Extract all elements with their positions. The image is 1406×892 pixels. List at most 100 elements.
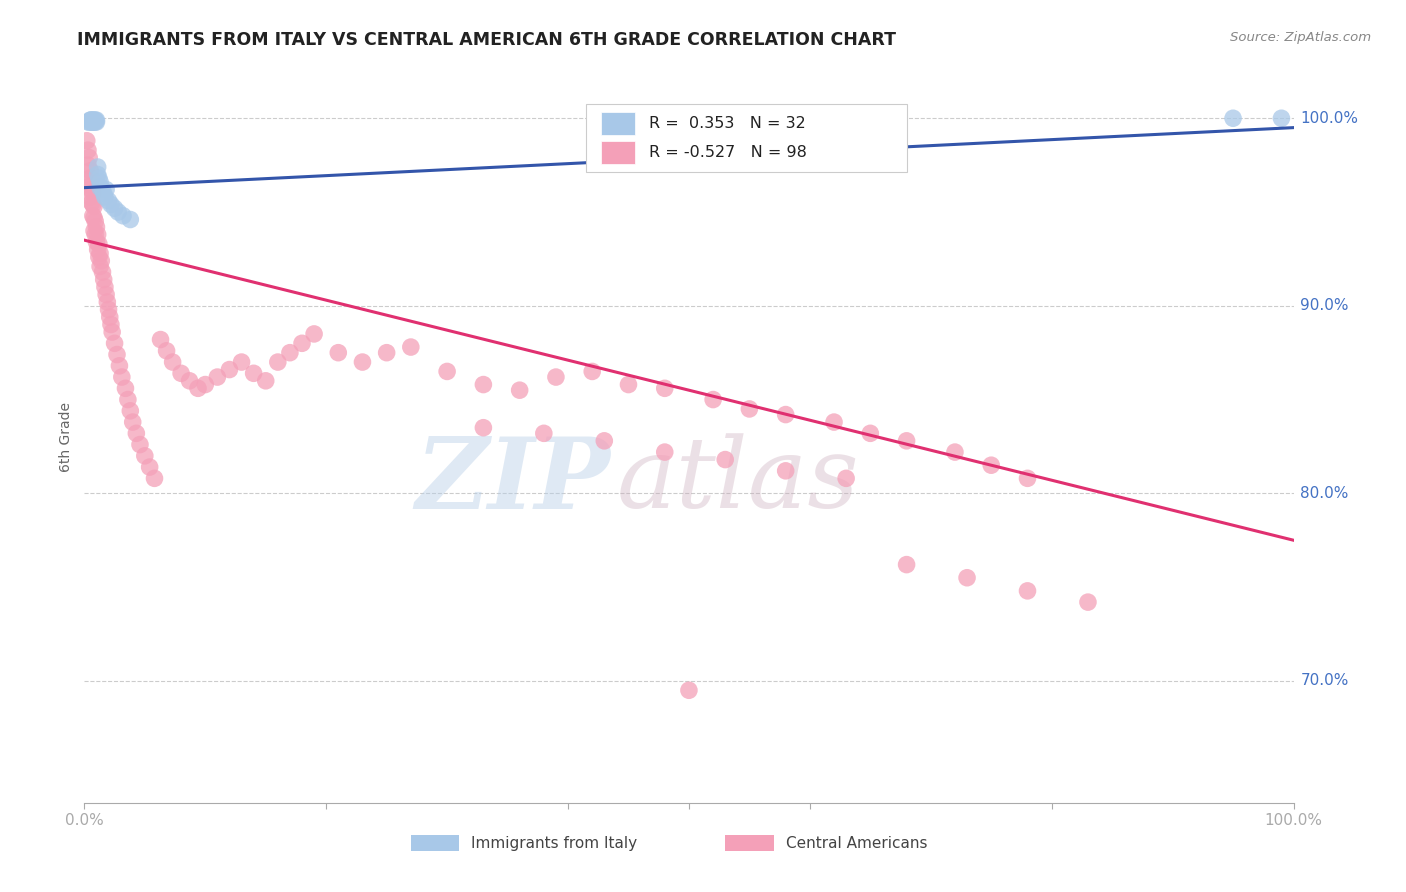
Bar xyxy=(600,112,634,135)
Point xyxy=(76,134,98,148)
Point xyxy=(111,370,134,384)
Point xyxy=(91,182,114,196)
Point xyxy=(83,199,105,213)
Point xyxy=(82,115,104,129)
Point xyxy=(83,224,105,238)
Point xyxy=(86,168,108,182)
Point xyxy=(98,310,121,324)
Bar xyxy=(725,835,773,851)
Point xyxy=(83,211,105,225)
Point xyxy=(714,452,737,467)
Text: 90.0%: 90.0% xyxy=(1301,298,1348,313)
Point xyxy=(89,175,111,189)
Point xyxy=(105,347,128,361)
Y-axis label: 6th Grade: 6th Grade xyxy=(59,402,73,472)
Point xyxy=(143,471,166,485)
Point xyxy=(80,113,103,128)
Point xyxy=(138,460,160,475)
Text: 100.0%: 100.0% xyxy=(1301,111,1358,126)
Point xyxy=(84,214,107,228)
FancyBboxPatch shape xyxy=(586,104,907,171)
Point xyxy=(533,426,555,441)
Point xyxy=(77,115,100,129)
Point xyxy=(94,287,117,301)
Point xyxy=(170,367,193,381)
Point xyxy=(129,437,152,451)
Point xyxy=(80,182,103,196)
Text: R = -0.527   N = 98: R = -0.527 N = 98 xyxy=(650,145,807,160)
Point xyxy=(1270,112,1292,126)
Point xyxy=(96,295,118,310)
Text: R =  0.353   N = 32: R = 0.353 N = 32 xyxy=(650,116,806,131)
Point xyxy=(86,115,108,129)
Point xyxy=(254,374,277,388)
Point xyxy=(117,392,139,407)
Point xyxy=(654,445,676,459)
Point xyxy=(97,194,120,208)
Point xyxy=(654,381,676,395)
Point xyxy=(77,171,100,186)
Point xyxy=(352,355,374,369)
Text: Source: ZipAtlas.com: Source: ZipAtlas.com xyxy=(1230,31,1371,45)
Point xyxy=(89,180,111,194)
Point xyxy=(291,336,314,351)
Point xyxy=(82,209,104,223)
Point xyxy=(896,558,918,572)
Point xyxy=(94,182,117,196)
Point xyxy=(82,113,104,128)
Point xyxy=(896,434,918,448)
Point xyxy=(84,113,107,128)
Point xyxy=(77,151,100,165)
Point xyxy=(943,445,966,459)
Point xyxy=(617,377,640,392)
Point xyxy=(472,377,495,392)
Point xyxy=(218,362,240,376)
Point xyxy=(86,160,108,174)
Point xyxy=(100,197,122,211)
Point xyxy=(87,236,110,251)
Bar xyxy=(411,835,460,851)
Point xyxy=(107,205,129,219)
Text: ZIP: ZIP xyxy=(415,433,610,529)
Point xyxy=(509,383,531,397)
Point xyxy=(77,115,100,129)
Point xyxy=(89,260,111,274)
Point xyxy=(77,143,100,157)
Point xyxy=(86,113,108,128)
Point xyxy=(120,212,142,227)
Point xyxy=(702,392,724,407)
Point xyxy=(956,571,979,585)
Point xyxy=(162,355,184,369)
Point xyxy=(89,246,111,260)
Point xyxy=(80,171,103,186)
Point xyxy=(100,318,122,332)
Point xyxy=(472,420,495,434)
Point xyxy=(1017,471,1039,485)
Point xyxy=(835,471,858,485)
Point xyxy=(1077,595,1099,609)
Point xyxy=(121,415,143,429)
Point xyxy=(775,464,797,478)
Text: 70.0%: 70.0% xyxy=(1301,673,1348,689)
Point xyxy=(97,302,120,317)
Point xyxy=(593,434,616,448)
Point xyxy=(108,359,131,373)
Point xyxy=(94,190,117,204)
Point xyxy=(678,683,700,698)
Point xyxy=(80,115,103,129)
Point xyxy=(207,370,229,384)
Point xyxy=(104,336,127,351)
Point xyxy=(1017,583,1039,598)
Text: IMMIGRANTS FROM ITALY VS CENTRAL AMERICAN 6TH GRADE CORRELATION CHART: IMMIGRANTS FROM ITALY VS CENTRAL AMERICA… xyxy=(77,31,897,49)
Point xyxy=(91,265,114,279)
Point xyxy=(94,280,117,294)
Point xyxy=(93,186,115,201)
Text: 80.0%: 80.0% xyxy=(1301,486,1348,500)
Point xyxy=(738,401,761,416)
Point xyxy=(125,426,148,441)
Point xyxy=(87,250,110,264)
Point xyxy=(79,190,101,204)
Point xyxy=(77,158,100,172)
Point xyxy=(79,163,101,178)
Point xyxy=(775,408,797,422)
